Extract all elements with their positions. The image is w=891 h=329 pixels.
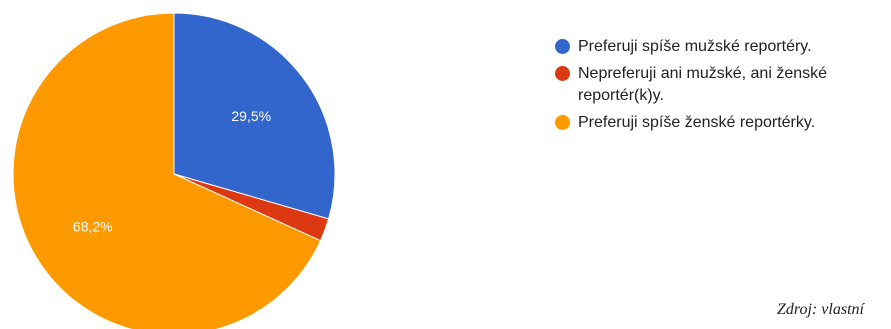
data-label-female: 68,2% — [73, 218, 113, 234]
legend-label-neutral: Nepreferuji ani mužské, ani ženské repor… — [578, 65, 828, 104]
source-note: Zdroj: vlastní — [777, 301, 864, 318]
legend: Preferuji spíše mužské reportéry. Nepref… — [555, 36, 891, 139]
legend-label-male: Preferuji spíše mužské reportéry. — [578, 38, 812, 55]
legend-swatch-male — [555, 39, 570, 54]
legend-item-female[interactable]: Preferuji spíše ženské reportérky. — [555, 112, 891, 134]
legend-item-male[interactable]: Preferuji spíše mužské reportéry. — [555, 36, 891, 58]
pie-slice-female[interactable] — [12, 12, 322, 329]
pie-slice-male[interactable] — [173, 12, 336, 220]
data-label-male: 29,5% — [231, 108, 271, 124]
legend-swatch-neutral — [555, 66, 570, 81]
legend-item-neutral[interactable]: Nepreferuji ani mužské, ani ženské repor… — [555, 63, 891, 107]
legend-label-female: Preferuji spíše ženské reportérky. — [578, 114, 816, 131]
legend-swatch-female — [555, 115, 570, 130]
